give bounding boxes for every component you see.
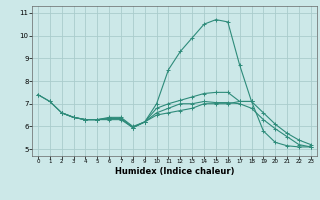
X-axis label: Humidex (Indice chaleur): Humidex (Indice chaleur) [115,167,234,176]
